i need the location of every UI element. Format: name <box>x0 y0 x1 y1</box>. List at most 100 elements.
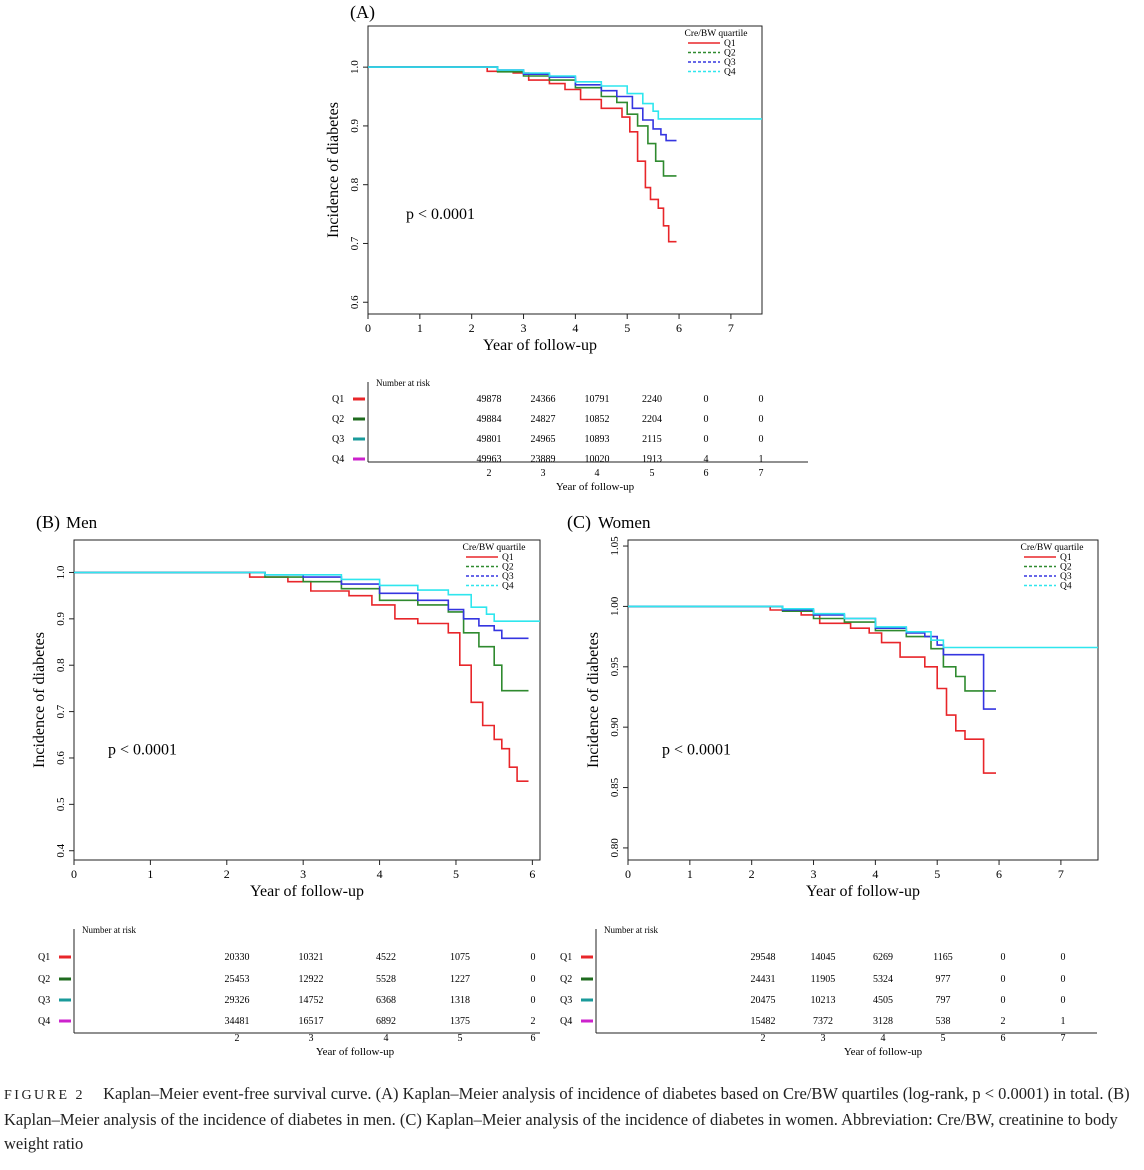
risk-x-tick-label: 2 <box>761 1033 766 1044</box>
series-line-q3 <box>628 605 996 710</box>
risk-cell: 1227 <box>450 974 470 985</box>
risk-cell: 0 <box>704 394 709 405</box>
risk-cell: 0 <box>531 952 536 963</box>
x-tick-label: 0 <box>625 867 631 881</box>
risk-cell: 1165 <box>933 952 953 963</box>
y-tick-label: 0.95 <box>609 657 621 677</box>
risk-x-tick-label: 5 <box>458 1033 463 1044</box>
risk-cell: 0 <box>1001 995 1006 1006</box>
legend-title: Cre/BW quartile <box>685 29 748 39</box>
risk-row-group: Q3 <box>560 995 572 1006</box>
risk-cell: 4522 <box>376 952 396 963</box>
risk-cell: 0 <box>531 995 536 1006</box>
risk-cell: 3128 <box>873 1016 893 1027</box>
caption-text: Kaplan–Meier event-free survival curve. … <box>4 1084 1130 1153</box>
p-value-annotation: p < 0.0001 <box>662 741 731 758</box>
risk-x-tick-label: 7 <box>759 468 764 479</box>
risk-cell: 24827 <box>531 414 556 425</box>
legend-entry: Q4 <box>724 68 736 78</box>
risk-cell: 2 <box>1001 1016 1006 1027</box>
risk-cell: 49884 <box>477 414 502 425</box>
legend-entry: Q3 <box>1060 572 1072 582</box>
risk-cell: 0 <box>1001 952 1006 963</box>
x-axis-label: Year of follow-up <box>483 337 597 354</box>
legend-entry: Q2 <box>1060 563 1072 573</box>
risk-x-tick-label: 6 <box>704 468 709 479</box>
x-tick-label: 6 <box>676 321 682 335</box>
risk-cell: 1375 <box>450 1016 470 1027</box>
risk-cell: 1 <box>759 454 764 465</box>
x-tick-label: 4 <box>872 867 878 881</box>
y-tick-label: 1.0 <box>349 60 361 74</box>
y-tick-label: 0.7 <box>349 236 361 250</box>
risk-cell: 25453 <box>225 974 250 985</box>
y-axis-label: Incidence of diabetes <box>325 102 342 238</box>
x-tick-label: 6 <box>529 867 535 881</box>
y-tick-label: 0.9 <box>55 611 67 625</box>
legend-title: Cre/BW quartile <box>1021 543 1084 553</box>
risk-cell: 24965 <box>531 434 556 445</box>
risk-cell: 797 <box>936 995 951 1006</box>
y-tick-label: 0.6 <box>349 295 361 309</box>
x-tick-label: 3 <box>811 867 817 881</box>
risk-row-group: Q2 <box>332 414 344 425</box>
risk-row-group: Q4 <box>560 1016 572 1027</box>
risk-cell: 49878 <box>477 394 502 405</box>
risk-cell: 1913 <box>642 454 662 465</box>
x-tick-label: 7 <box>728 321 734 335</box>
y-tick-label: 0.5 <box>55 797 67 811</box>
risk-cell: 2204 <box>642 414 662 425</box>
risk-table-header: Number at risk <box>376 378 430 388</box>
y-tick-label: 0.6 <box>55 751 67 765</box>
risk-row-group: Q2 <box>560 974 572 985</box>
legend-title: Cre/BW quartile <box>463 543 526 553</box>
series-line-q2 <box>628 605 996 692</box>
risk-cell: 0 <box>759 414 764 425</box>
risk-row-group: Q3 <box>38 995 50 1006</box>
risk-cell: 538 <box>936 1016 951 1027</box>
risk-cell: 23889 <box>531 454 556 465</box>
legend-entry: Q1 <box>1060 553 1072 563</box>
risk-x-tick-label: 5 <box>941 1033 946 1044</box>
risk-cell: 49963 <box>477 454 502 465</box>
risk-cell: 2240 <box>642 394 662 405</box>
p-value-annotation: p < 0.0001 <box>406 206 475 223</box>
risk-cell: 49801 <box>477 434 502 445</box>
risk-cell: 6368 <box>376 995 396 1006</box>
x-tick-label: 6 <box>996 867 1002 881</box>
legend-entry: Q3 <box>724 58 736 68</box>
risk-x-tick-label: 6 <box>531 1033 536 1044</box>
legend-entry: Q2 <box>724 49 736 59</box>
y-axis-label: Incidence of diabetes <box>31 632 48 768</box>
risk-x-tick-label: 3 <box>821 1033 826 1044</box>
risk-x-axis-label: Year of follow-up <box>556 481 635 493</box>
risk-row-group: Q1 <box>332 394 344 405</box>
risk-row-group: Q1 <box>38 952 50 963</box>
y-tick-label: 1.00 <box>609 596 621 616</box>
y-tick-label: 0.8 <box>349 177 361 191</box>
risk-row-group: Q4 <box>332 454 344 465</box>
risk-x-tick-label: 2 <box>235 1033 240 1044</box>
risk-cell: 0 <box>759 394 764 405</box>
series-line-q4 <box>74 571 540 622</box>
chart-panel-2: (B) Men 0 1 2 3 4 5 6 Year of follow-up 0.4 0.5 0.6 0… <box>31 512 541 1058</box>
risk-x-tick-label: 3 <box>309 1033 314 1044</box>
risk-cell: 11905 <box>811 974 836 985</box>
x-tick-label: 1 <box>687 867 693 881</box>
risk-cell: 15482 <box>751 1016 776 1027</box>
p-value-annotation: p < 0.0001 <box>108 741 177 758</box>
risk-table: Number at risk Q1 49878 24366 10791 2240 0 0 Q2 4… <box>332 378 808 493</box>
x-axis-label: Year of follow-up <box>806 883 920 900</box>
series-line-q2 <box>74 571 529 692</box>
panel-label: (C) <box>567 512 591 533</box>
y-tick-label: 0.9 <box>349 119 361 133</box>
series-line-q1 <box>368 66 677 243</box>
risk-x-tick-label: 4 <box>881 1033 886 1044</box>
x-tick-label: 5 <box>934 867 940 881</box>
risk-cell: 0 <box>704 434 709 445</box>
risk-cell: 14752 <box>299 995 324 1006</box>
legend-entry: Q1 <box>724 39 736 49</box>
risk-table-header: Number at risk <box>82 925 136 935</box>
